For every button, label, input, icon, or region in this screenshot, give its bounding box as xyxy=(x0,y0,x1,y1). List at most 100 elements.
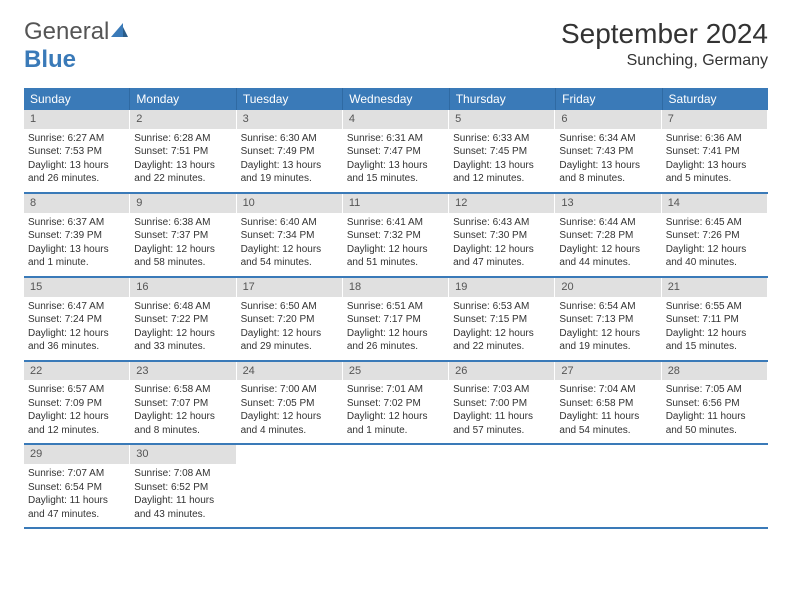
weekday-header: Wednesday xyxy=(343,88,449,110)
sunset-line: Sunset: 7:39 PM xyxy=(28,229,126,243)
daylight-line: Daylight: 12 hours and 54 minutes. xyxy=(241,243,339,270)
week-row: 1Sunrise: 6:27 AMSunset: 7:53 PMDaylight… xyxy=(24,110,768,194)
day-content: Sunrise: 7:00 AMSunset: 7:05 PMDaylight:… xyxy=(237,380,343,443)
day-number: 5 xyxy=(449,110,555,129)
sunset-line: Sunset: 7:05 PM xyxy=(241,397,339,411)
day-content: Sunrise: 6:54 AMSunset: 7:13 PMDaylight:… xyxy=(555,297,661,360)
day-number: 21 xyxy=(662,278,768,297)
sunset-line: Sunset: 7:32 PM xyxy=(347,229,445,243)
sunrise-line: Sunrise: 6:33 AM xyxy=(453,132,551,146)
sunset-line: Sunset: 6:56 PM xyxy=(666,397,764,411)
day-number: 7 xyxy=(662,110,768,129)
daylight-line: Daylight: 12 hours and 22 minutes. xyxy=(453,327,551,354)
sunrise-line: Sunrise: 6:57 AM xyxy=(28,383,126,397)
day-number: 15 xyxy=(24,278,130,297)
daylight-line: Daylight: 12 hours and 19 minutes. xyxy=(559,327,657,354)
sunrise-line: Sunrise: 6:30 AM xyxy=(241,132,339,146)
day-content: Sunrise: 6:40 AMSunset: 7:34 PMDaylight:… xyxy=(237,213,343,276)
day-cell: 1Sunrise: 6:27 AMSunset: 7:53 PMDaylight… xyxy=(24,110,130,192)
day-number: 4 xyxy=(343,110,449,129)
day-cell: 3Sunrise: 6:30 AMSunset: 7:49 PMDaylight… xyxy=(237,110,343,192)
sunset-line: Sunset: 7:53 PM xyxy=(28,145,126,159)
day-cell: 5Sunrise: 6:33 AMSunset: 7:45 PMDaylight… xyxy=(449,110,555,192)
daylight-line: Daylight: 12 hours and 1 minute. xyxy=(347,410,445,437)
sunset-line: Sunset: 7:28 PM xyxy=(559,229,657,243)
day-cell: 14Sunrise: 6:45 AMSunset: 7:26 PMDayligh… xyxy=(662,194,768,276)
day-content: Sunrise: 6:51 AMSunset: 7:17 PMDaylight:… xyxy=(343,297,449,360)
day-content: Sunrise: 7:04 AMSunset: 6:58 PMDaylight:… xyxy=(555,380,661,443)
day-cell: 18Sunrise: 6:51 AMSunset: 7:17 PMDayligh… xyxy=(343,278,449,360)
day-cell: 17Sunrise: 6:50 AMSunset: 7:20 PMDayligh… xyxy=(237,278,343,360)
daylight-line: Daylight: 12 hours and 29 minutes. xyxy=(241,327,339,354)
day-cell-empty xyxy=(343,445,449,527)
daylight-line: Daylight: 13 hours and 1 minute. xyxy=(28,243,126,270)
day-number: 30 xyxy=(130,445,236,464)
sunrise-line: Sunrise: 6:53 AM xyxy=(453,300,551,314)
weekday-header: Monday xyxy=(130,88,236,110)
day-cell: 13Sunrise: 6:44 AMSunset: 7:28 PMDayligh… xyxy=(555,194,661,276)
sunrise-line: Sunrise: 7:01 AM xyxy=(347,383,445,397)
day-number: 23 xyxy=(130,362,236,381)
day-content: Sunrise: 7:07 AMSunset: 6:54 PMDaylight:… xyxy=(24,464,130,527)
sunset-line: Sunset: 7:37 PM xyxy=(134,229,232,243)
day-cell: 9Sunrise: 6:38 AMSunset: 7:37 PMDaylight… xyxy=(130,194,236,276)
day-content: Sunrise: 6:47 AMSunset: 7:24 PMDaylight:… xyxy=(24,297,130,360)
calendar: SundayMondayTuesdayWednesdayThursdayFrid… xyxy=(24,88,768,529)
day-number: 24 xyxy=(237,362,343,381)
day-content: Sunrise: 6:55 AMSunset: 7:11 PMDaylight:… xyxy=(662,297,768,360)
day-cell: 24Sunrise: 7:00 AMSunset: 7:05 PMDayligh… xyxy=(237,362,343,444)
day-number: 25 xyxy=(343,362,449,381)
daylight-line: Daylight: 11 hours and 50 minutes. xyxy=(666,410,764,437)
day-number: 18 xyxy=(343,278,449,297)
month-title: September 2024 xyxy=(561,18,768,50)
daylight-line: Daylight: 11 hours and 43 minutes. xyxy=(134,494,232,521)
weekday-header: Friday xyxy=(556,88,662,110)
sunset-line: Sunset: 7:24 PM xyxy=(28,313,126,327)
daylight-line: Daylight: 11 hours and 47 minutes. xyxy=(28,494,126,521)
sunrise-line: Sunrise: 6:37 AM xyxy=(28,216,126,230)
day-content: Sunrise: 6:30 AMSunset: 7:49 PMDaylight:… xyxy=(237,129,343,192)
sunset-line: Sunset: 7:30 PM xyxy=(453,229,551,243)
sunrise-line: Sunrise: 6:36 AM xyxy=(666,132,764,146)
day-cell: 11Sunrise: 6:41 AMSunset: 7:32 PMDayligh… xyxy=(343,194,449,276)
sunset-line: Sunset: 6:52 PM xyxy=(134,481,232,495)
day-content: Sunrise: 6:37 AMSunset: 7:39 PMDaylight:… xyxy=(24,213,130,276)
day-cell: 10Sunrise: 6:40 AMSunset: 7:34 PMDayligh… xyxy=(237,194,343,276)
day-number: 12 xyxy=(449,194,555,213)
title-block: September 2024 Sunching, Germany xyxy=(561,18,768,70)
day-cell-empty xyxy=(237,445,343,527)
daylight-line: Daylight: 12 hours and 26 minutes. xyxy=(347,327,445,354)
daylight-line: Daylight: 12 hours and 36 minutes. xyxy=(28,327,126,354)
day-cell: 20Sunrise: 6:54 AMSunset: 7:13 PMDayligh… xyxy=(555,278,661,360)
day-number: 27 xyxy=(555,362,661,381)
sunrise-line: Sunrise: 6:27 AM xyxy=(28,132,126,146)
sunrise-line: Sunrise: 6:48 AM xyxy=(134,300,232,314)
sunrise-line: Sunrise: 6:45 AM xyxy=(666,216,764,230)
day-content: Sunrise: 6:58 AMSunset: 7:07 PMDaylight:… xyxy=(130,380,236,443)
day-cell: 4Sunrise: 6:31 AMSunset: 7:47 PMDaylight… xyxy=(343,110,449,192)
daylight-line: Daylight: 13 hours and 15 minutes. xyxy=(347,159,445,186)
daylight-line: Daylight: 11 hours and 57 minutes. xyxy=(453,410,551,437)
day-content: Sunrise: 6:57 AMSunset: 7:09 PMDaylight:… xyxy=(24,380,130,443)
weekday-header: Thursday xyxy=(450,88,556,110)
day-number: 6 xyxy=(555,110,661,129)
daylight-line: Daylight: 13 hours and 12 minutes. xyxy=(453,159,551,186)
day-number: 10 xyxy=(237,194,343,213)
sunrise-line: Sunrise: 7:04 AM xyxy=(559,383,657,397)
week-row: 22Sunrise: 6:57 AMSunset: 7:09 PMDayligh… xyxy=(24,362,768,446)
sunrise-line: Sunrise: 7:08 AM xyxy=(134,467,232,481)
day-content: Sunrise: 6:43 AMSunset: 7:30 PMDaylight:… xyxy=(449,213,555,276)
sunset-line: Sunset: 7:34 PM xyxy=(241,229,339,243)
daylight-line: Daylight: 12 hours and 47 minutes. xyxy=(453,243,551,270)
week-row: 8Sunrise: 6:37 AMSunset: 7:39 PMDaylight… xyxy=(24,194,768,278)
day-content: Sunrise: 6:38 AMSunset: 7:37 PMDaylight:… xyxy=(130,213,236,276)
day-cell: 22Sunrise: 6:57 AMSunset: 7:09 PMDayligh… xyxy=(24,362,130,444)
sunrise-line: Sunrise: 7:07 AM xyxy=(28,467,126,481)
sunrise-line: Sunrise: 6:50 AM xyxy=(241,300,339,314)
location: Sunching, Germany xyxy=(561,52,768,70)
sunrise-line: Sunrise: 7:00 AM xyxy=(241,383,339,397)
sunset-line: Sunset: 7:07 PM xyxy=(134,397,232,411)
daylight-line: Daylight: 13 hours and 26 minutes. xyxy=(28,159,126,186)
sunrise-line: Sunrise: 6:58 AM xyxy=(134,383,232,397)
day-cell: 15Sunrise: 6:47 AMSunset: 7:24 PMDayligh… xyxy=(24,278,130,360)
